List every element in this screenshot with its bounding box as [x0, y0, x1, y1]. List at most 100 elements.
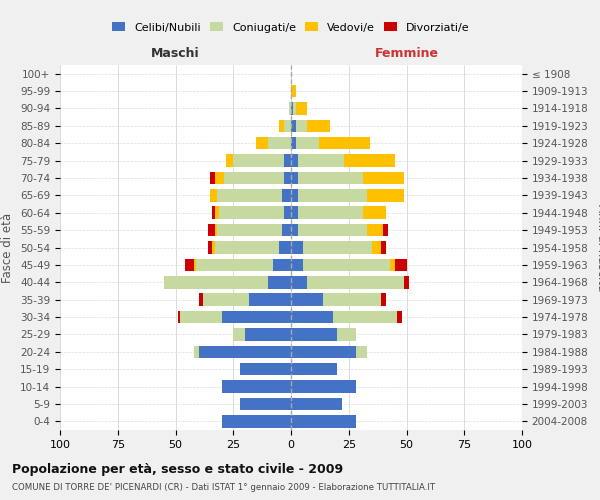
Bar [256, 137, 268, 149]
Bar [291, 154, 298, 167]
Y-axis label: Fasce di età: Fasce di età [1, 212, 14, 282]
Bar [307, 276, 404, 288]
Bar [356, 346, 367, 358]
Bar [291, 120, 296, 132]
Bar [296, 137, 319, 149]
Bar [397, 311, 402, 324]
Legend: Celibi/Nubili, Coniugati/e, Vedovi/e, Divorziati/e: Celibi/Nubili, Coniugati/e, Vedovi/e, Di… [108, 18, 474, 37]
Bar [250, 294, 291, 306]
Bar [208, 224, 215, 236]
Bar [291, 85, 296, 98]
Bar [291, 276, 307, 288]
Bar [240, 398, 291, 410]
Bar [210, 172, 215, 184]
Bar [291, 380, 356, 393]
Bar [289, 102, 291, 115]
Bar [280, 241, 291, 254]
Bar [298, 189, 367, 202]
Bar [268, 276, 291, 288]
Y-axis label: Anni di nascita: Anni di nascita [595, 204, 600, 291]
Bar [298, 172, 362, 184]
Bar [185, 258, 194, 271]
Bar [180, 311, 222, 324]
Bar [194, 346, 199, 358]
Bar [302, 241, 372, 254]
Bar [293, 102, 296, 115]
Bar [233, 328, 245, 340]
Bar [215, 172, 224, 184]
Bar [233, 154, 284, 167]
Bar [332, 311, 397, 324]
Text: Popolazione per età, sesso e stato civile - 2009: Popolazione per età, sesso e stato civil… [12, 462, 343, 475]
Bar [381, 241, 386, 254]
Bar [268, 137, 291, 149]
Bar [245, 328, 291, 340]
Bar [298, 154, 344, 167]
Bar [362, 206, 386, 219]
Bar [291, 224, 298, 236]
Bar [291, 137, 296, 149]
Bar [272, 258, 291, 271]
Bar [217, 189, 282, 202]
Bar [291, 311, 332, 324]
Bar [196, 258, 272, 271]
Bar [395, 258, 407, 271]
Bar [282, 224, 291, 236]
Bar [217, 224, 282, 236]
Bar [215, 224, 217, 236]
Bar [381, 294, 386, 306]
Bar [194, 258, 196, 271]
Bar [291, 328, 337, 340]
Bar [298, 206, 362, 219]
Bar [220, 206, 284, 219]
Bar [222, 380, 291, 393]
Bar [178, 311, 180, 324]
Bar [291, 415, 356, 428]
Bar [302, 258, 391, 271]
Bar [212, 241, 215, 254]
Bar [291, 172, 298, 184]
Bar [222, 311, 291, 324]
Bar [284, 206, 291, 219]
Bar [208, 241, 212, 254]
Bar [224, 172, 284, 184]
Bar [404, 276, 409, 288]
Bar [291, 258, 302, 271]
Bar [291, 102, 293, 115]
Bar [383, 224, 388, 236]
Bar [284, 120, 291, 132]
Bar [212, 206, 215, 219]
Bar [298, 224, 367, 236]
Bar [291, 189, 298, 202]
Bar [344, 154, 395, 167]
Bar [291, 363, 337, 376]
Bar [215, 206, 220, 219]
Text: Maschi: Maschi [151, 47, 200, 60]
Bar [222, 415, 291, 428]
Bar [372, 241, 381, 254]
Bar [362, 172, 404, 184]
Bar [337, 328, 356, 340]
Bar [164, 276, 268, 288]
Text: COMUNE DI TORRE DE' PICENARDI (CR) - Dati ISTAT 1° gennaio 2009 - Elaborazione T: COMUNE DI TORRE DE' PICENARDI (CR) - Dat… [12, 484, 435, 492]
Bar [367, 189, 404, 202]
Bar [319, 137, 370, 149]
Bar [291, 294, 323, 306]
Bar [307, 120, 330, 132]
Bar [391, 258, 395, 271]
Bar [291, 346, 356, 358]
Bar [296, 120, 307, 132]
Bar [226, 154, 233, 167]
Bar [210, 189, 217, 202]
Bar [215, 241, 280, 254]
Bar [282, 189, 291, 202]
Bar [240, 363, 291, 376]
Bar [203, 294, 250, 306]
Bar [199, 346, 291, 358]
Bar [367, 224, 383, 236]
Bar [291, 398, 342, 410]
Bar [284, 172, 291, 184]
Bar [280, 120, 284, 132]
Bar [291, 206, 298, 219]
Bar [284, 154, 291, 167]
